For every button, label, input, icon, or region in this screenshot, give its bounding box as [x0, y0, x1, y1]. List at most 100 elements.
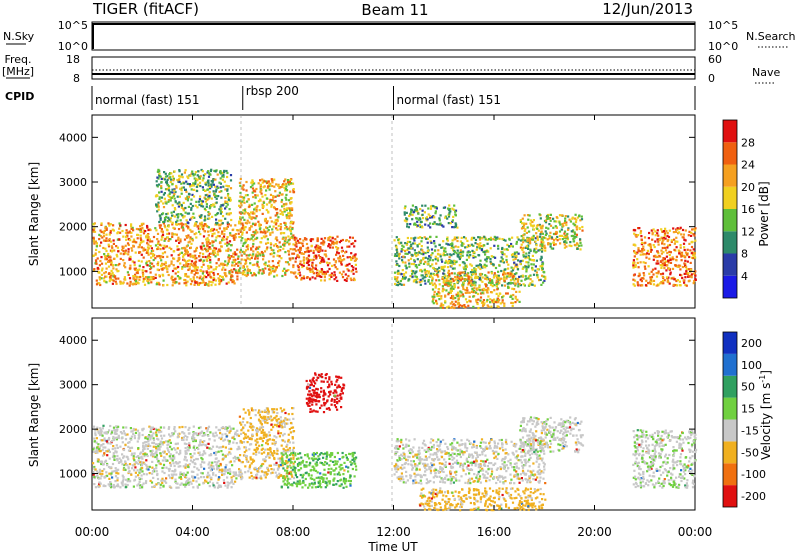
- freq-label-2: [MHz]: [2, 65, 34, 78]
- echo-cell: [447, 222, 450, 225]
- echo-cell: [124, 223, 127, 227]
- echo-cell: [130, 435, 133, 438]
- echo-cell: [554, 232, 557, 236]
- echo-cell: [175, 223, 178, 226]
- echo-cell: [142, 277, 145, 280]
- echo-cell: [224, 468, 227, 471]
- echo-cell: [419, 221, 422, 224]
- freq-tick-top: 18: [66, 53, 80, 66]
- echo-cell: [478, 278, 481, 281]
- echo-cell: [141, 470, 144, 473]
- echo-cell: [531, 283, 534, 286]
- echo-cell: [171, 223, 174, 226]
- echo-cell: [175, 213, 178, 216]
- echo-cell: [100, 262, 104, 265]
- echo-cell: [124, 433, 127, 437]
- echo-cell: [419, 208, 422, 211]
- echo-cell: [529, 282, 532, 285]
- echo-cell: [277, 264, 280, 267]
- echo-cell: [180, 226, 183, 229]
- echo-cell: [426, 249, 429, 252]
- echo-cell: [678, 231, 681, 234]
- echo-cell: [393, 276, 397, 279]
- echo-cell: [186, 436, 189, 439]
- echo-cell: [240, 196, 243, 199]
- echo-cell: [415, 254, 418, 258]
- echo-cell: [504, 239, 507, 242]
- echo-cell: [337, 252, 340, 255]
- echo-cell: [422, 251, 425, 254]
- echo-cell: [493, 284, 496, 287]
- echo-cell: [294, 236, 297, 239]
- echo-cell: [229, 197, 232, 200]
- echo-cell: [226, 188, 229, 191]
- echo-cell: [518, 300, 521, 303]
- echo-cell: [497, 300, 500, 303]
- echo-cell: [112, 274, 115, 277]
- echo-cell: [320, 279, 323, 282]
- echo-cell: [164, 261, 167, 264]
- echo-cell: [541, 232, 544, 235]
- echo-cell: [412, 237, 415, 240]
- echo-cell: [276, 244, 279, 248]
- echo-cell: [160, 255, 163, 258]
- echo-cell: [579, 241, 582, 244]
- echo-cell: [269, 232, 272, 235]
- echo-cell: [404, 205, 407, 208]
- echo-cell: [463, 274, 466, 277]
- echo-cell: [143, 441, 146, 444]
- echo-cell: [548, 223, 551, 226]
- echo-cell: [195, 177, 198, 180]
- echo-cell: [150, 250, 153, 253]
- echo-cell: [540, 239, 543, 242]
- echo-cell: [682, 233, 685, 236]
- echo-cell: [529, 219, 533, 222]
- echo-cell: [512, 274, 515, 277]
- echo-cell: [294, 249, 298, 252]
- echo-cell: [540, 266, 544, 269]
- echo-cell: [493, 298, 496, 301]
- echo-cell: [432, 302, 435, 305]
- echo-cell: [514, 254, 517, 257]
- echo-cell: [304, 251, 307, 254]
- echo-cell: [213, 435, 216, 438]
- echo-cell: [431, 288, 435, 291]
- echo-cell: [429, 216, 432, 219]
- echo-cell: [112, 224, 115, 227]
- echo-cell: [135, 278, 138, 281]
- echo-cell: [210, 266, 213, 269]
- echo-cell: [521, 259, 524, 262]
- echo-cell: [456, 253, 459, 256]
- echo-cell: [196, 458, 199, 461]
- echo-cell: [197, 426, 201, 430]
- echo-cell: [205, 276, 208, 279]
- echo-cell: [160, 177, 163, 180]
- echo-cell: [156, 238, 159, 241]
- echo-cell: [541, 246, 544, 249]
- nsearch-label: N.Search: [746, 30, 796, 43]
- echo-cell: [404, 261, 407, 264]
- echo-cell: [163, 224, 166, 227]
- echo-cell: [100, 428, 103, 431]
- echo-cell: [239, 221, 242, 224]
- echo-cell: [518, 290, 521, 293]
- echo-cell: [665, 260, 668, 263]
- echo-cell: [234, 236, 237, 239]
- echo-cell: [285, 215, 288, 218]
- echo-cell: [175, 281, 178, 284]
- echo-cell: [104, 262, 108, 265]
- echo-cell: [224, 200, 227, 203]
- echo-cell: [255, 210, 258, 213]
- echo-cell: [195, 200, 198, 203]
- echo-cell: [157, 168, 160, 171]
- echo-cell: [654, 267, 657, 270]
- echo-cell: [158, 191, 161, 194]
- echo-cell: [165, 266, 168, 269]
- echo-cell: [175, 461, 178, 464]
- echo-cell: [544, 233, 547, 237]
- echo-cell: [393, 239, 396, 242]
- echo-cell: [541, 236, 544, 239]
- echo-cell: [145, 270, 148, 273]
- echo-cell: [300, 278, 303, 281]
- echo-cell: [239, 262, 242, 265]
